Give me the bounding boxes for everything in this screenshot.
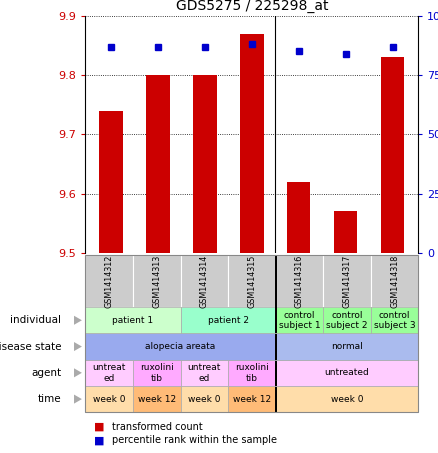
Text: patient 2: patient 2 [208,316,249,325]
Bar [193,75,217,253]
Text: disease state: disease state [0,342,61,352]
Text: control
subject 3: control subject 3 [374,311,415,330]
Text: GSM1414314: GSM1414314 [200,255,209,308]
Text: transformed count: transformed count [112,422,202,432]
Text: percentile rank within the sample: percentile rank within the sample [112,435,277,445]
Text: week 0: week 0 [188,395,221,404]
Text: untreated: untreated [325,368,369,377]
Text: untreat
ed: untreat ed [187,363,221,382]
Text: week 0: week 0 [93,395,125,404]
Text: alopecia areata: alopecia areata [145,342,215,351]
Text: patient 1: patient 1 [113,316,154,325]
Text: ■: ■ [94,435,105,445]
Bar [99,111,123,253]
Text: GSM1414312: GSM1414312 [105,255,114,308]
Text: control
subject 1: control subject 1 [279,311,320,330]
Bar [334,211,357,253]
Text: GSM1414315: GSM1414315 [247,255,256,308]
Text: GSM1414317: GSM1414317 [343,255,351,308]
Text: week 12: week 12 [233,395,271,404]
Text: time: time [38,394,61,404]
Text: individual: individual [11,315,61,325]
Text: GSM1414313: GSM1414313 [152,255,161,308]
Text: control
subject 2: control subject 2 [326,311,368,330]
Bar [240,34,264,253]
Text: week 12: week 12 [138,395,176,404]
Text: normal: normal [331,342,363,351]
Bar [287,182,311,253]
Text: GSM1414318: GSM1414318 [390,255,399,308]
Text: agent: agent [31,368,61,378]
Text: untreat
ed: untreat ed [92,363,126,382]
Text: GSM1414316: GSM1414316 [295,255,304,308]
Bar [381,58,404,253]
Text: ■: ■ [94,422,105,432]
Title: GDS5275 / 225298_at: GDS5275 / 225298_at [176,0,328,14]
Text: ruxolini
tib: ruxolini tib [140,363,173,382]
Text: week 0: week 0 [331,395,363,404]
Bar [146,75,170,253]
Text: ruxolini
tib: ruxolini tib [235,363,269,382]
